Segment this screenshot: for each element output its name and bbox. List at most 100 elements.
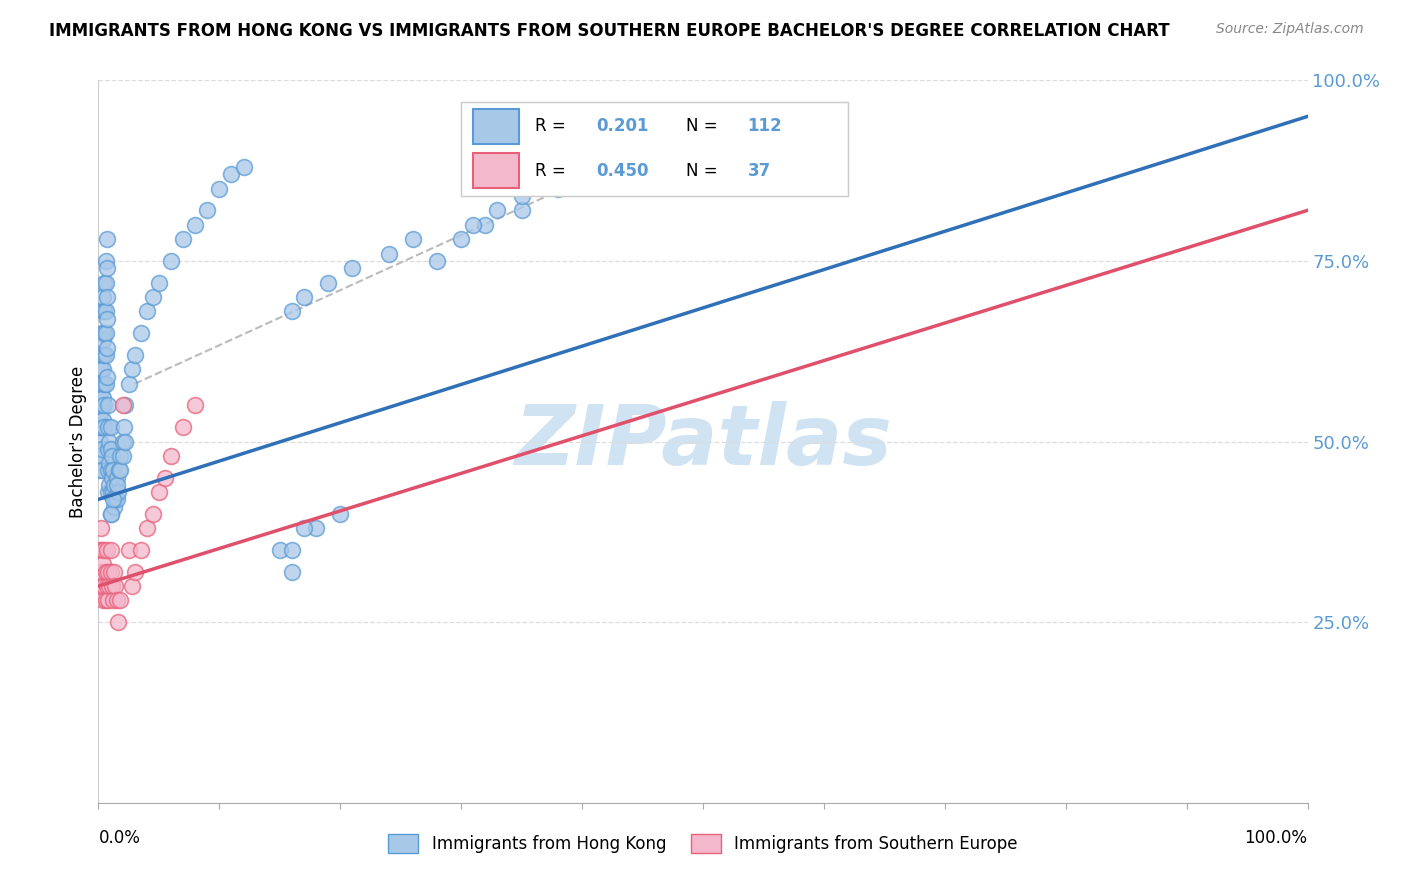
Point	[96, 341, 118, 355]
Point	[90, 565, 112, 579]
Point	[121, 362, 143, 376]
Point	[97, 420, 120, 434]
Point	[89, 434, 111, 449]
Point	[547, 182, 569, 196]
Point	[114, 434, 136, 449]
Point	[91, 413, 114, 427]
Point	[474, 218, 496, 232]
Point	[292, 521, 315, 535]
Point	[100, 470, 122, 484]
Point	[153, 470, 176, 484]
Point	[90, 449, 112, 463]
Point	[100, 485, 122, 500]
Point	[129, 326, 152, 340]
Text: Source: ZipAtlas.com: Source: ZipAtlas.com	[1216, 22, 1364, 37]
Point	[91, 304, 114, 318]
Point	[121, 579, 143, 593]
Point	[94, 348, 117, 362]
Point	[100, 579, 122, 593]
Point	[118, 542, 141, 557]
Point	[93, 420, 115, 434]
Point	[108, 463, 131, 477]
Point	[91, 326, 114, 340]
Point	[342, 261, 364, 276]
Point	[94, 376, 117, 391]
Point	[142, 290, 165, 304]
Point	[91, 593, 114, 607]
Point	[97, 565, 120, 579]
Point	[108, 463, 131, 477]
Point	[160, 253, 183, 268]
Point	[96, 290, 118, 304]
Point	[195, 203, 218, 218]
Point	[91, 290, 114, 304]
Point	[269, 542, 291, 557]
Point	[160, 449, 183, 463]
Point	[94, 593, 117, 607]
Point	[129, 542, 152, 557]
Point	[377, 246, 399, 260]
Point	[184, 398, 207, 412]
Point	[172, 232, 194, 246]
Point	[91, 579, 114, 593]
Point	[100, 507, 122, 521]
Point	[100, 565, 122, 579]
Point	[281, 304, 304, 318]
Point	[91, 348, 114, 362]
Point	[91, 463, 114, 477]
Point	[124, 565, 146, 579]
Point	[105, 593, 128, 607]
Point	[103, 478, 125, 492]
Point	[111, 449, 134, 463]
Point	[148, 485, 170, 500]
Point	[108, 449, 131, 463]
Point	[96, 579, 118, 593]
Point	[148, 276, 170, 290]
Point	[89, 406, 111, 420]
Point	[135, 304, 157, 318]
Point	[91, 442, 114, 456]
Point	[98, 456, 121, 470]
Point	[292, 290, 315, 304]
Point	[101, 492, 124, 507]
Point	[316, 276, 339, 290]
Point	[232, 160, 254, 174]
Point	[91, 362, 114, 376]
Point	[91, 558, 114, 572]
Point	[100, 463, 122, 477]
Text: 100.0%: 100.0%	[1244, 829, 1308, 847]
Point	[305, 521, 328, 535]
Point	[93, 304, 115, 318]
Point	[100, 420, 122, 434]
Point	[93, 276, 115, 290]
Point	[124, 348, 146, 362]
Point	[94, 276, 117, 290]
Point	[91, 334, 114, 348]
Point	[91, 391, 114, 405]
Point	[142, 507, 165, 521]
Point	[97, 398, 120, 412]
Y-axis label: Bachelor's Degree: Bachelor's Degree	[69, 366, 87, 517]
Point	[90, 521, 112, 535]
Point	[90, 384, 112, 398]
Point	[281, 565, 304, 579]
Point	[108, 593, 131, 607]
Point	[111, 398, 134, 412]
Point	[89, 420, 111, 434]
Point	[112, 420, 135, 434]
Point	[107, 615, 129, 630]
Point	[118, 376, 141, 391]
Point	[100, 449, 122, 463]
Point	[93, 326, 115, 340]
Point	[510, 203, 533, 218]
Text: ZIPatlas: ZIPatlas	[515, 401, 891, 482]
Point	[103, 500, 125, 514]
Point	[329, 507, 352, 521]
Point	[89, 449, 111, 463]
Point	[90, 362, 112, 376]
Point	[89, 463, 111, 477]
Point	[105, 478, 128, 492]
Point	[91, 542, 114, 557]
Point	[104, 579, 127, 593]
Point	[111, 434, 134, 449]
